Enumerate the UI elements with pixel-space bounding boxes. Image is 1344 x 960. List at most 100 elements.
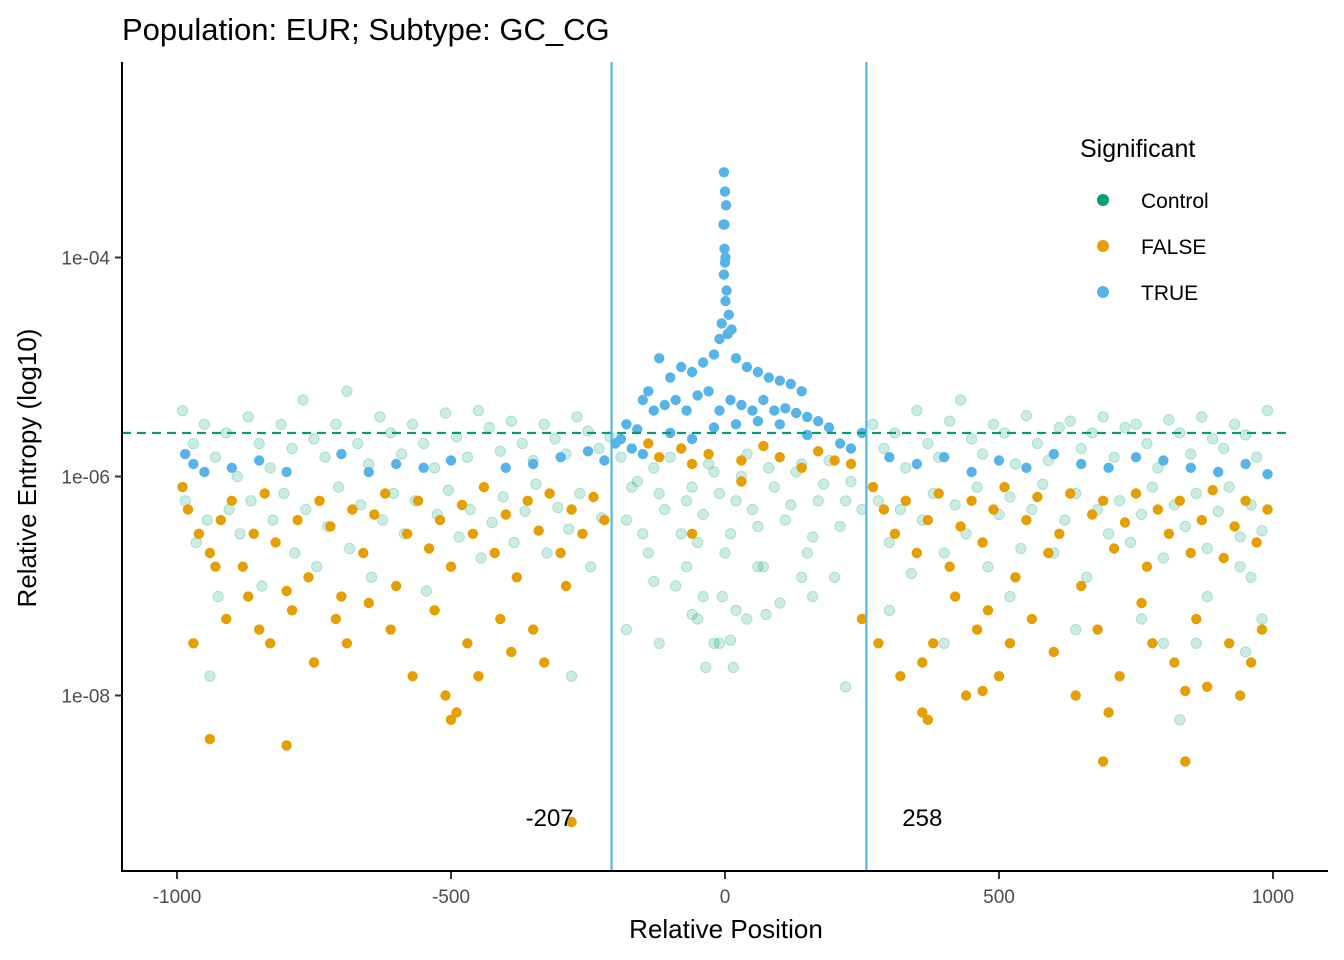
point-false — [643, 438, 654, 449]
point-control — [406, 418, 419, 430]
point-false — [1108, 543, 1120, 554]
point-false — [193, 528, 205, 539]
point-false — [982, 605, 994, 616]
point-control — [724, 634, 737, 646]
point-control — [508, 536, 520, 549]
point-true — [1103, 462, 1114, 473]
point-control — [812, 495, 824, 507]
point-control — [659, 503, 671, 516]
point-control — [1174, 714, 1186, 726]
point-control — [944, 415, 956, 427]
point-true — [730, 353, 742, 364]
point-control — [976, 448, 989, 460]
x-axis-ticks: -1000 -500 0 500 1000 — [153, 872, 1294, 908]
point-true — [528, 458, 539, 470]
point-false — [451, 707, 462, 718]
point-false — [1097, 495, 1109, 506]
point-control — [1026, 503, 1038, 516]
chart-title: Population: EUR; Subtype: GC_CG — [122, 12, 610, 47]
point-control — [1250, 451, 1263, 463]
point-false — [1092, 624, 1103, 635]
point-control — [648, 575, 660, 588]
point-true — [199, 466, 210, 478]
point-true — [718, 219, 729, 230]
point-false — [336, 591, 347, 602]
point-control — [286, 442, 298, 455]
point-false — [922, 714, 933, 725]
point-false — [243, 591, 254, 602]
point-false — [237, 561, 248, 572]
point-true — [1048, 448, 1060, 460]
point-true — [752, 366, 764, 378]
point-control — [680, 495, 693, 507]
point-true — [654, 353, 665, 364]
boundary-annotation: -207 — [526, 805, 574, 832]
point-true — [1185, 462, 1197, 473]
point-false — [1103, 707, 1114, 718]
point-false — [1048, 646, 1060, 658]
point-true — [741, 361, 753, 373]
point-control — [839, 681, 852, 693]
point-control — [911, 404, 923, 417]
point-false — [539, 657, 550, 668]
point-control — [582, 425, 594, 437]
point-true — [911, 458, 922, 470]
point-control — [670, 580, 682, 592]
point-control — [697, 590, 709, 603]
point-true — [884, 452, 895, 463]
point-control — [686, 608, 698, 621]
point-true — [637, 448, 648, 460]
point-false — [314, 495, 325, 506]
x-tick-label: 1000 — [1252, 887, 1294, 908]
point-false — [1026, 613, 1038, 625]
point-false — [308, 657, 320, 668]
point-control — [483, 421, 496, 434]
point-control — [1179, 520, 1192, 533]
point-control — [834, 520, 846, 533]
point-control — [571, 411, 583, 423]
point-false — [248, 528, 259, 539]
point-false — [286, 605, 298, 616]
point-control — [311, 561, 323, 573]
point-true — [719, 257, 731, 268]
point-control — [867, 418, 879, 430]
point-false — [566, 816, 577, 828]
point-false — [412, 495, 424, 506]
point-control — [516, 437, 528, 450]
point-true — [802, 429, 813, 441]
point-control — [1157, 552, 1170, 564]
point-true — [670, 394, 681, 406]
point-control — [396, 448, 408, 460]
point-control — [730, 604, 742, 616]
point-control — [275, 418, 287, 430]
point-control — [620, 623, 633, 636]
point-control — [700, 661, 712, 674]
point-control — [461, 451, 474, 463]
point-control — [1070, 623, 1082, 636]
legend-label-control: Control — [1141, 190, 1209, 213]
y-tick-label: 1e-04 — [61, 249, 110, 270]
point-control — [1245, 571, 1257, 583]
point-control — [1234, 531, 1246, 543]
point-control — [752, 520, 764, 533]
point-false — [1147, 638, 1158, 649]
point-false — [895, 671, 906, 682]
point-control — [746, 503, 759, 516]
point-false — [188, 638, 199, 649]
point-control — [333, 481, 345, 493]
point-control — [1223, 481, 1235, 493]
point-control — [620, 514, 633, 526]
point-control — [574, 487, 586, 500]
point-true — [785, 378, 796, 390]
point-control — [453, 531, 465, 543]
point-false — [347, 504, 358, 515]
point-false — [270, 537, 281, 548]
point-false — [588, 491, 599, 503]
point-false — [1202, 681, 1213, 692]
point-false — [993, 671, 1005, 682]
point-false — [1224, 638, 1235, 649]
point-control — [530, 478, 542, 490]
point-false — [577, 528, 588, 539]
point-false — [434, 514, 446, 526]
